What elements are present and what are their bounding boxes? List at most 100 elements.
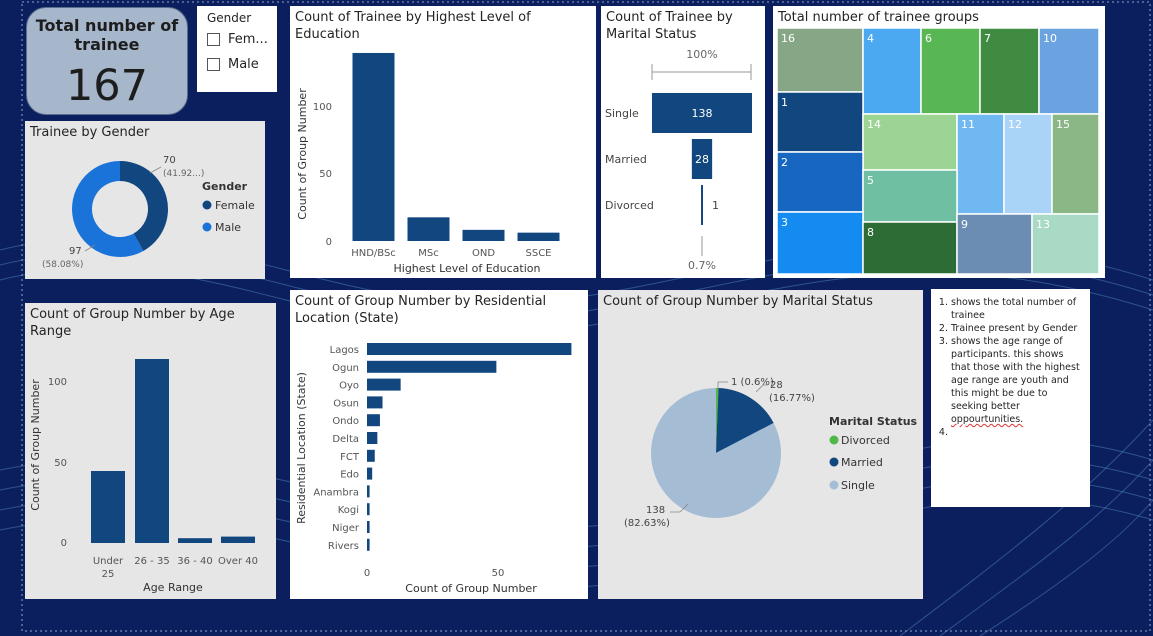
slicer-option-female[interactable]: Fem... xyxy=(207,32,268,47)
age-bar-svg: Under 25 26 - 35 36 - 40 Over 40 0 50 100 Co… xyxy=(29,359,258,594)
marital-pie-chart[interactable]: Count of Group Number by Marital Status … xyxy=(598,290,923,599)
funnel-bottom-label: 0.7% xyxy=(688,259,716,272)
y-tick-label: 50 xyxy=(54,458,67,469)
y-axis-label: Count of Group Number xyxy=(29,379,42,511)
bar-36-40[interactable] xyxy=(178,538,212,543)
data-label: 28 xyxy=(695,153,709,166)
treemap-cell-10[interactable] xyxy=(1038,27,1100,115)
funnel-top-label: 100% xyxy=(686,48,717,61)
kpi-label: Total number of trainee xyxy=(35,16,179,54)
x-tick-label: OND xyxy=(472,248,495,259)
bar-oyo[interactable] xyxy=(367,378,401,391)
bar-under-25[interactable] xyxy=(91,471,125,543)
location-bar-svg: Lagos Ogun Oyo Osun Ondo Delta FCT Edo Anambra Ko… xyxy=(295,343,572,595)
chart-title: Count of Group Number by Residential Loc… xyxy=(295,294,547,326)
data-label: 138 xyxy=(646,505,665,516)
y-tick-label: Anambra xyxy=(313,487,359,498)
bar-anambra[interactable] xyxy=(367,485,370,498)
treemap-label: 3 xyxy=(781,216,788,229)
treemap-label: 14 xyxy=(867,118,881,131)
y-tick-label: Kogi xyxy=(338,505,359,516)
single-slice[interactable] xyxy=(651,388,781,518)
category-label: Married xyxy=(605,153,647,166)
x-tick-label: 36 - 40 xyxy=(177,556,212,567)
checkbox[interactable] xyxy=(207,33,220,46)
treemap-cell-15[interactable] xyxy=(1051,113,1100,215)
bar-ogun[interactable] xyxy=(367,360,497,373)
education-bar-chart[interactable]: Count of Trainee by Highest Level of Edu… xyxy=(290,6,596,278)
bar-fct[interactable] xyxy=(367,449,375,462)
y-tick-label: 100 xyxy=(313,102,332,113)
data-label: 138 xyxy=(692,107,713,120)
marital-pie-svg: 1 (0.6%) 28 (16.77%) 138 (82.63%) Marita… xyxy=(624,377,918,529)
bar-edo[interactable] xyxy=(367,467,373,480)
treemap-cell-3[interactable] xyxy=(776,211,864,275)
treemap-label: 1 xyxy=(781,96,788,109)
treemap-cell-13[interactable] xyxy=(1031,213,1100,275)
treemap-label: 15 xyxy=(1056,118,1070,131)
bar-hnd-bsc[interactable] xyxy=(352,52,395,241)
treemap-cell-2[interactable] xyxy=(776,151,864,213)
bar-msc[interactable] xyxy=(407,217,450,241)
divorced-slice[interactable] xyxy=(716,388,719,453)
funnel-bar-single[interactable] xyxy=(652,93,752,133)
marital-funnel-chart[interactable]: Count of Trainee by Marital Status 100% … xyxy=(601,6,765,278)
female-slice[interactable] xyxy=(120,161,168,251)
treemap-cell-14[interactable] xyxy=(862,113,958,171)
bar-26-35[interactable] xyxy=(135,359,169,543)
male-slice[interactable] xyxy=(72,161,144,257)
bar-rivers[interactable] xyxy=(367,538,370,551)
note-item: shows the total number of trainee xyxy=(951,296,1084,322)
bar-osun[interactable] xyxy=(367,396,383,409)
bar-over-40[interactable] xyxy=(221,536,255,543)
y-tick-label: Lagos xyxy=(330,345,359,356)
data-label: (16.77%) xyxy=(769,393,815,404)
bar-lagos[interactable] xyxy=(367,343,572,355)
gender-donut-chart[interactable]: Trainee by Gender 70 (41.92...) 97 (58.0… xyxy=(25,121,265,279)
bar-kogi[interactable] xyxy=(367,503,370,516)
chart-title: Count of Trainee by Highest Level of Edu… xyxy=(295,10,531,42)
education-bar-svg: HND/BSc MSc OND SSCE 0 50 100 Count of Grou… xyxy=(296,52,560,275)
legend-label: Male xyxy=(215,221,241,234)
legend-marker-female xyxy=(202,200,212,210)
slicer-option-label: Fem... xyxy=(228,32,268,47)
trainee-groups-treemap[interactable]: Total number of trainee groups 16 4 6 7 10 1 1… xyxy=(773,6,1105,278)
funnel-bar-married[interactable] xyxy=(691,139,713,179)
legend-title: Gender xyxy=(202,180,248,193)
x-tick-label: Under xyxy=(93,556,124,567)
treemap-label: 8 xyxy=(867,226,874,239)
treemap-cell-16[interactable] xyxy=(776,27,864,93)
y-axis-label: Count of Group Number xyxy=(296,88,309,220)
treemap-cell-8[interactable] xyxy=(862,221,958,275)
treemap-cell-12[interactable] xyxy=(1003,113,1053,215)
checkbox[interactable] xyxy=(207,58,220,71)
treemap-cell-1[interactable] xyxy=(776,91,864,153)
bar-ondo[interactable] xyxy=(367,414,380,427)
age-range-bar-chart[interactable]: Count of Group Number by Age Range Under… xyxy=(25,303,276,599)
y-tick-label: FCT xyxy=(340,452,360,463)
treemap-cell-9[interactable] xyxy=(956,213,1033,275)
slicer-option-label: Male xyxy=(228,57,259,72)
bar-niger[interactable] xyxy=(367,521,370,533)
bar-delta[interactable] xyxy=(367,432,378,444)
bar-ond[interactable] xyxy=(462,229,505,241)
x-tick-label: 25 xyxy=(102,569,115,580)
data-label: 1 (0.6%) xyxy=(731,377,774,388)
funnel-bar-divorced[interactable] xyxy=(701,185,703,225)
note-item xyxy=(951,426,1084,439)
y-tick-label: 100 xyxy=(48,377,67,388)
y-tick-label: Delta xyxy=(332,434,359,445)
y-tick-label: Edo xyxy=(340,470,359,481)
slicer-option-male[interactable]: Male xyxy=(207,57,259,72)
x-tick-label: 0 xyxy=(364,568,370,579)
y-tick-label: Osun xyxy=(333,398,359,409)
treemap-cell-5[interactable] xyxy=(862,169,958,223)
treemap-label: 10 xyxy=(1043,32,1057,45)
bar-ssce[interactable] xyxy=(517,232,560,241)
notes-textbox: shows the total number of trainee Traine… xyxy=(931,289,1090,507)
x-tick-label: Over 40 xyxy=(218,556,258,567)
misspelled-word: oppourtunities. xyxy=(951,414,1024,425)
category-label: Divorced xyxy=(605,199,654,212)
location-bar-chart[interactable]: Count of Group Number by Residential Loc… xyxy=(290,290,588,599)
married-slice[interactable] xyxy=(716,388,774,453)
